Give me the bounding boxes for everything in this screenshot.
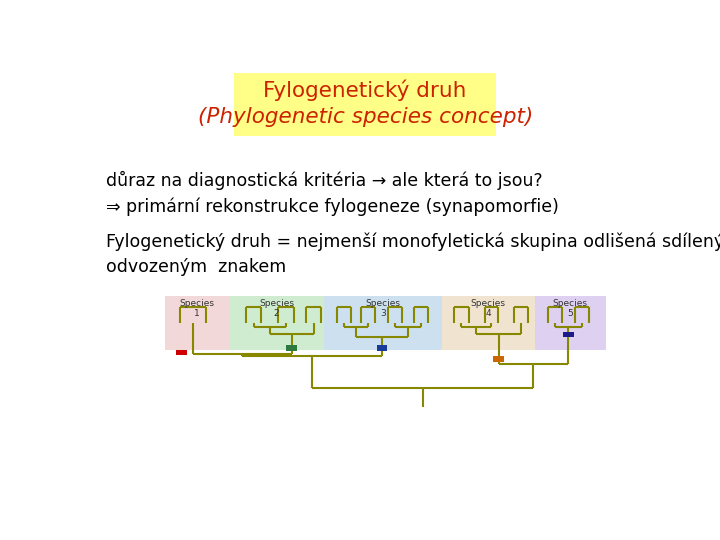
Bar [229,296,324,350]
Bar [165,296,229,350]
Text: Fylogenetický druh = nejmenší monofyletická skupina odlišená sdíleným: Fylogenetický druh = nejmenší monofyleti… [106,233,720,251]
Text: Species
2: Species 2 [259,299,294,318]
Text: důraz na diagnostická kritéria → ale která to jsou?: důraz na diagnostická kritéria → ale kte… [106,171,542,190]
Bar [563,332,574,337]
Text: Species
5: Species 5 [553,299,588,318]
Text: Fylogenetický druh: Fylogenetický druh [264,79,467,101]
Text: Species
4: Species 4 [471,299,506,318]
Text: odvozeným  znakem: odvozeným znakem [106,258,286,275]
Bar [176,350,187,355]
Bar [324,296,442,350]
FancyBboxPatch shape [234,72,496,136]
Bar [442,296,534,350]
Text: Species
3: Species 3 [366,299,401,318]
Bar [377,346,387,351]
Text: Species
1: Species 1 [179,299,215,318]
Bar [534,296,606,350]
Text: ⇒ primární rekonstrukce fylogeneze (synapomorfie): ⇒ primární rekonstrukce fylogeneze (syna… [106,198,559,217]
Bar [287,346,297,351]
Bar [493,356,504,362]
Text: (Phylogenetic species concept): (Phylogenetic species concept) [197,107,533,127]
